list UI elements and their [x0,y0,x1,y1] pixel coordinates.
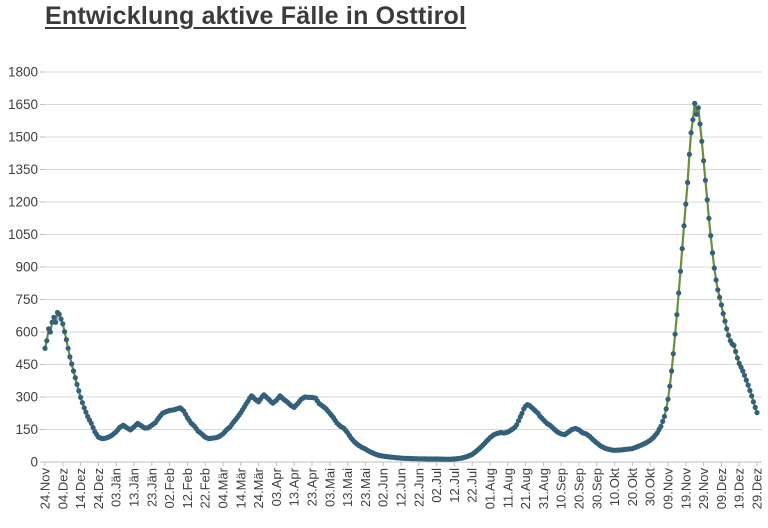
series-line [43,102,759,461]
x-tick-label: 20.Sep [572,468,587,509]
x-tick-label: 02.Jul [429,468,444,503]
x-tick-label: 24.Mär [251,467,266,508]
x-tick-label: 24.Nov [38,468,53,510]
y-tick-label: 0 [30,455,38,470]
x-tick-label: 19.Dez [732,468,747,509]
x-tick-label: 21.Aug [518,468,533,509]
x-tick-label: 03.Mai [322,468,337,507]
y-tick-label: 1800 [8,65,38,80]
x-tick-label: 23.Mai [358,468,373,507]
x-tick-label: 04.Mär [216,467,231,508]
x-tick-label: 03.Jän [109,468,124,507]
x-tick-label: 13.Jän [127,468,142,507]
x-tick-label: 13.Mai [340,468,355,507]
y-axis-ticks [40,71,45,463]
x-tick-label: 22.Jul [465,468,480,503]
x-tick-label: 29.Dez [750,468,765,509]
x-tick-label: 12.Jul [447,468,462,503]
x-tick-label: 30.Sep [589,468,604,509]
y-axis-tick-labels: 0 150 300 450 600 750 900 1050 1200 1350 1500 1650 1… [8,65,38,470]
y-tick-label: 900 [15,260,38,275]
x-tick-label: 12.Jun [394,468,409,507]
x-tick-label: 22.Feb [198,468,213,508]
y-tick-label: 1200 [8,195,38,210]
x-tick-label: 30.Okt [643,468,658,507]
x-tick-label: 22.Jun [411,468,426,507]
y-tick-label: 1500 [8,130,38,145]
gridlines [45,71,762,430]
y-tick-label: 300 [15,390,38,405]
y-tick-label: 150 [15,422,38,437]
x-tick-label: 20.Okt [625,468,640,507]
y-tick-label: 1350 [8,162,38,177]
x-tick-label: 10.Okt [607,468,622,507]
x-tick-label: 03.Apr [269,467,284,506]
x-tick-label: 11.Aug [500,468,515,508]
x-tick-label: 09.Dez [714,468,729,509]
x-tick-label: 04.Dez [55,468,70,509]
x-tick-label: 02.Jun [376,468,391,507]
x-tick-label: 19.Nov [678,468,693,510]
y-tick-label: 1050 [8,227,38,242]
x-tick-label: 12.Feb [180,468,195,508]
x-tick-label: 13.Apr [287,467,302,506]
y-tick-label: 450 [15,357,38,372]
x-tick-label: 02.Feb [162,468,177,508]
x-axis-tick-labels: 24.Nov 04.Dez 14.Dez 24.Dez 03.Jän 13.Jän 23.J… [38,467,765,509]
x-tick-label: 14.Mär [233,467,248,508]
x-axis-ticks [44,462,758,466]
y-tick-label: 1650 [8,97,38,112]
x-tick-label: 10.Sep [554,468,569,509]
y-tick-label: 600 [15,325,38,340]
chart-title: Entwicklung aktive Fälle in Osttirol [45,2,467,30]
x-tick-label: 31.Aug [536,468,551,509]
x-tick-label: 09.Nov [661,468,676,510]
data-point-markers [42,100,760,462]
x-tick-label: 01.Aug [483,468,498,509]
x-tick-label: 23.Apr [305,467,320,506]
y-tick-label: 750 [15,292,38,307]
x-tick-label: 24.Dez [91,468,106,509]
x-tick-label: 23.Jän [144,468,159,507]
x-tick-label: 29.Nov [696,468,711,510]
x-tick-label: 14.Dez [73,468,88,509]
